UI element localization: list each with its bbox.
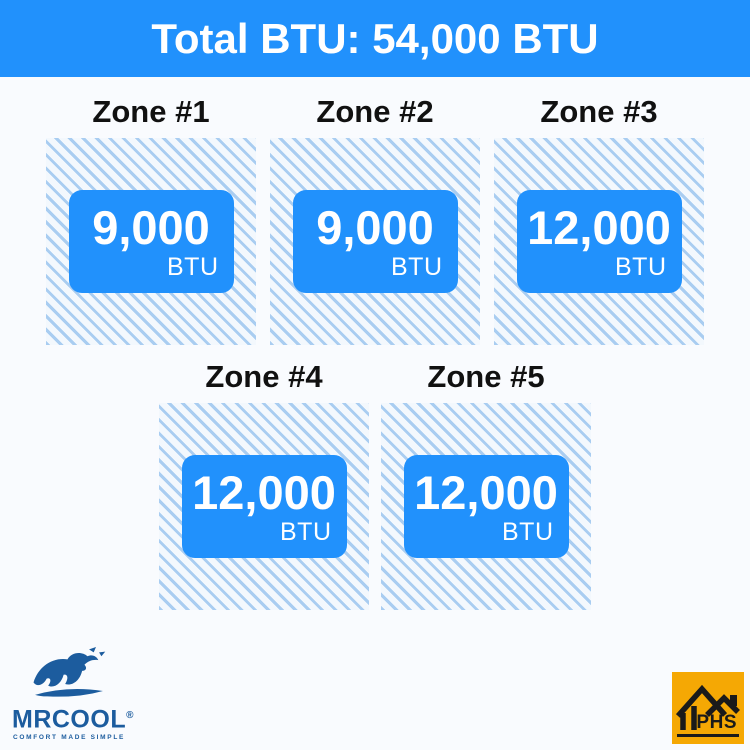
zone-hatch-area: 12,000 BTU	[381, 403, 591, 610]
zones-row-bottom: Zone #4 12,000 BTU Zone #5 12,000 BTU	[0, 359, 750, 610]
btu-value: 12,000	[192, 466, 336, 519]
btu-unit: BTU	[167, 253, 219, 281]
zone-card-1: Zone #1 9,000 BTU	[46, 94, 256, 345]
btu-badge: 9,000 BTU	[292, 190, 458, 293]
phs-house-icon	[675, 684, 740, 730]
btu-unit: BTU	[391, 253, 443, 281]
zone-label: Zone #5	[427, 359, 545, 394]
btu-badge: 12,000 BTU	[516, 190, 682, 293]
phs-label: PHS	[696, 712, 737, 733]
btu-value: 12,000	[414, 466, 558, 519]
zone-label: Zone #4	[205, 359, 323, 394]
mrcool-bear-icon	[33, 646, 106, 697]
zone-label: Zone #1	[92, 94, 210, 129]
zone-hatch-area: 9,000 BTU	[270, 138, 480, 345]
mrcool-tagline: COMFORT MADE SIMPLE	[12, 734, 126, 741]
btu-unit: BTU	[280, 518, 332, 546]
zone-card-3: Zone #3 12,000 BTU	[494, 94, 704, 345]
zone-label: Zone #2	[316, 94, 434, 129]
page-title: Total BTU: 54,000 BTU	[151, 14, 599, 62]
brand-name: MRCOOL	[12, 705, 127, 733]
zone-hatch-area: 12,000 BTU	[159, 403, 369, 610]
zones-row-top: Zone #1 9,000 BTU Zone #2 9,000 BTU	[0, 94, 750, 345]
phs-underline	[677, 733, 739, 737]
header-banner: Total BTU: 54,000 BTU	[0, 0, 750, 77]
mrcool-logo: MRCOOL® COMFORT MADE SIMPLE	[12, 646, 133, 741]
btu-value: 9,000	[316, 201, 434, 254]
registered-mark: ®	[126, 709, 134, 721]
mrcool-wordmark: MRCOOL®	[12, 703, 133, 733]
zone-card-4: Zone #4 12,000 BTU	[159, 359, 369, 610]
zone-card-5: Zone #5 12,000 BTU	[381, 359, 591, 610]
zone-hatch-area: 12,000 BTU	[494, 138, 704, 345]
btu-value: 9,000	[92, 201, 210, 254]
zone-card-2: Zone #2 9,000 BTU	[270, 94, 480, 345]
zone-label: Zone #3	[540, 94, 658, 129]
zone-hatch-area: 9,000 BTU	[46, 138, 256, 345]
phs-logo: PHS	[672, 672, 744, 744]
btu-value: 12,000	[527, 201, 671, 254]
btu-badge: 9,000 BTU	[68, 190, 234, 293]
btu-unit: BTU	[615, 253, 667, 281]
btu-badge: 12,000 BTU	[403, 455, 569, 558]
btu-badge: 12,000 BTU	[181, 455, 347, 558]
btu-unit: BTU	[502, 518, 554, 546]
zones-area: Zone #1 9,000 BTU Zone #2 9,000 BTU	[0, 77, 750, 610]
